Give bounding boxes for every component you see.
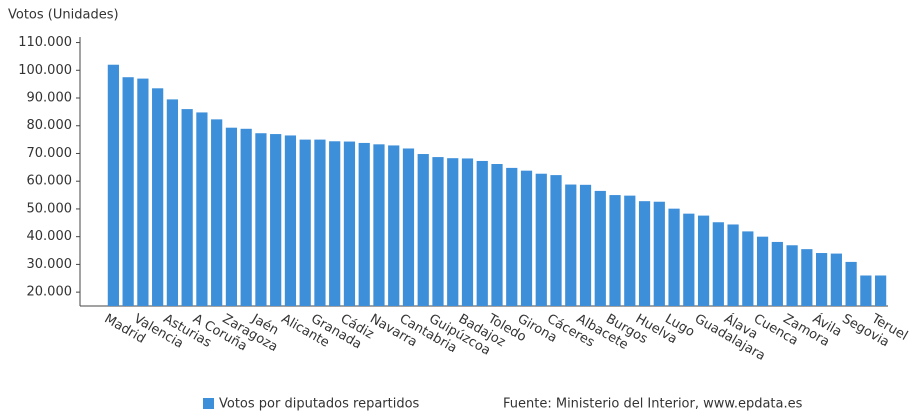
bar xyxy=(447,158,459,306)
y-axis-title: Votos (Unidades) xyxy=(8,8,119,23)
y-tick-label: 30.000 xyxy=(27,257,73,272)
bar xyxy=(742,231,754,306)
bar xyxy=(771,241,783,306)
bar xyxy=(152,88,164,306)
bar xyxy=(801,249,813,306)
bar xyxy=(579,184,592,306)
bar xyxy=(284,135,297,306)
bar xyxy=(402,148,415,306)
source: Fuente: Ministerio del Interior, www.epd… xyxy=(503,397,803,412)
bar xyxy=(624,195,636,306)
bar xyxy=(314,139,326,306)
y-tick-label: 100.000 xyxy=(18,63,72,78)
y-tick-label: 60.000 xyxy=(27,174,73,189)
bar xyxy=(373,144,385,306)
bar xyxy=(432,157,444,306)
bar xyxy=(240,128,252,306)
bar xyxy=(756,236,769,306)
bar xyxy=(845,261,857,306)
legend-label: Votos por diputados repartidos xyxy=(219,397,420,412)
bar xyxy=(343,141,356,306)
bar xyxy=(594,190,606,306)
bar xyxy=(653,201,665,306)
bar xyxy=(550,175,562,306)
bar xyxy=(137,78,149,307)
bar xyxy=(860,275,872,306)
bar xyxy=(875,275,887,306)
bar xyxy=(181,109,193,307)
y-tick-label: 70.000 xyxy=(27,146,73,161)
bar xyxy=(122,77,134,307)
bar xyxy=(683,213,695,306)
bar xyxy=(166,99,179,306)
bar xyxy=(830,253,842,306)
bar xyxy=(225,127,238,306)
y-tick-label: 90.000 xyxy=(27,91,73,106)
bar xyxy=(270,134,282,306)
bar xyxy=(712,222,724,306)
bar xyxy=(786,245,798,306)
y-tick-label: 80.000 xyxy=(27,118,73,133)
bar xyxy=(196,112,208,306)
bar xyxy=(815,253,828,306)
bar xyxy=(697,215,710,306)
bar xyxy=(565,184,577,306)
bar xyxy=(520,170,533,306)
bar xyxy=(476,160,488,306)
bar xyxy=(668,208,680,306)
legend-swatch xyxy=(203,398,214,409)
bar xyxy=(491,164,503,306)
bar xyxy=(388,145,400,306)
bar xyxy=(299,139,311,306)
bar xyxy=(461,158,474,306)
bar xyxy=(506,167,518,306)
y-tick-label: 40.000 xyxy=(27,229,73,244)
bar xyxy=(211,119,223,306)
bar xyxy=(417,154,429,306)
y-tick-label: 50.000 xyxy=(27,201,73,216)
bar xyxy=(107,64,119,306)
bar xyxy=(329,141,341,306)
bar xyxy=(255,133,267,306)
bar xyxy=(609,195,621,306)
y-tick-label: 20.000 xyxy=(27,285,73,300)
y-tick-label: 110.000 xyxy=(18,35,72,50)
bar xyxy=(358,142,370,306)
bar xyxy=(535,173,547,306)
bar xyxy=(727,224,739,306)
bar xyxy=(638,201,651,306)
